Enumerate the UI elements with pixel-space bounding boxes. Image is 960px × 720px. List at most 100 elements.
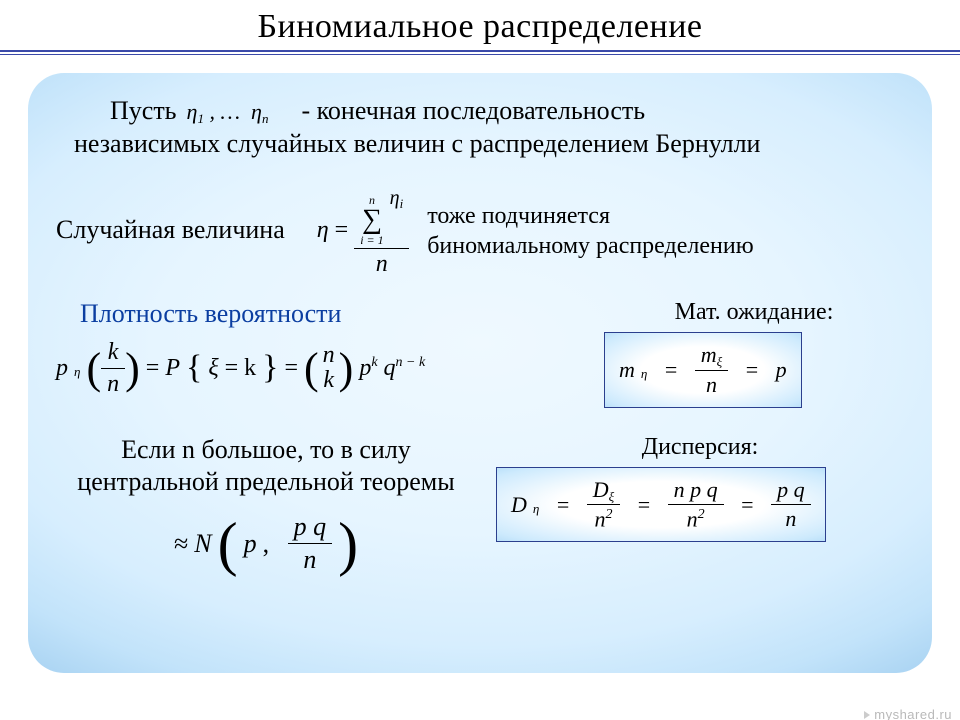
var-f1-den-base: n xyxy=(595,506,606,531)
var-f1-num-sub: ξ xyxy=(609,489,615,504)
lparen-icon: ( xyxy=(86,351,101,386)
dens-eq2: = xyxy=(284,355,298,382)
intro-line-1: Пусть η1 , … ηn - конечная последователь… xyxy=(56,95,904,128)
binom-bot: k xyxy=(323,368,334,393)
clt-var-bar xyxy=(288,543,333,544)
seq-eta1-sub: 1 xyxy=(197,111,204,126)
rv-frac-den: n xyxy=(370,251,394,277)
clt-block: Если n большое, то в силу центральной пр… xyxy=(56,434,476,575)
dens-arg-bar xyxy=(101,368,125,369)
rv-eta: η xyxy=(317,217,329,244)
sum-icon: n ∑ i = 1 xyxy=(360,194,383,246)
exp-frac-bar xyxy=(695,370,728,371)
intro-block: Пусть η1 , … ηn - конечная последователь… xyxy=(56,95,904,160)
exp-num: m xyxy=(701,342,717,367)
density-left: Плотность вероятности pη ( k n ) = P xyxy=(56,299,592,397)
exp-rhs: p xyxy=(776,357,787,383)
binom-rparen-icon: ) xyxy=(339,351,354,386)
dens-pk-base: p xyxy=(359,355,371,381)
var-f1-den-exp: 2 xyxy=(606,507,613,522)
var-f3: p q n xyxy=(771,478,811,531)
rparen-icon: ) xyxy=(125,351,140,386)
rv-rhs2: биномиальному распределению xyxy=(427,231,753,261)
var-f2-den-exp: 2 xyxy=(698,507,705,522)
expectation-block: Мат. ожидание: mη = mξ n = p xyxy=(604,299,904,407)
rule-top xyxy=(0,50,960,52)
dens-arg-den: n xyxy=(101,371,125,397)
watermark-text: myshared.ru xyxy=(874,707,952,720)
rv-rhs: тоже подчиняется биномиальному распредел… xyxy=(427,201,753,261)
clt-N: N xyxy=(194,529,211,559)
rv-eq: = xyxy=(335,217,349,244)
dens-q-exp: n − k xyxy=(396,355,426,370)
dens-p: p xyxy=(56,355,68,382)
content-panel: Пусть η1 , … ηn - конечная последователь… xyxy=(28,73,932,673)
slide: Биномиальное распределение Пусть η1 , … … xyxy=(0,8,960,720)
dens-q: qn − k xyxy=(384,355,426,382)
exp-num-sub: ξ xyxy=(717,354,723,369)
dens-binom: ( n k ) xyxy=(304,343,353,393)
dens-arg-frac: k n xyxy=(101,339,125,397)
clt-approx: ≈ xyxy=(174,529,188,559)
rv-rhs1: тоже подчиняется xyxy=(427,201,753,231)
binom-stack: n k xyxy=(319,343,339,393)
expectation-label: Мат. ожидание: xyxy=(604,299,904,326)
exp-eq2: = xyxy=(746,357,758,383)
dens-arg: ( k n ) xyxy=(86,339,139,397)
dens-arg-num: k xyxy=(102,339,125,365)
expectation-box: mη = mξ n = p xyxy=(604,332,802,407)
dens-eq1: = xyxy=(146,355,160,382)
density-formula: pη ( k n ) = P { ξ = k } xyxy=(56,339,592,397)
var-eq2: = xyxy=(638,492,650,518)
binom-top: n xyxy=(323,343,335,368)
rbrace-icon: } xyxy=(262,356,278,380)
dens-pk: pk xyxy=(359,355,377,382)
var-eq3: = xyxy=(741,492,753,518)
bottom-section: Если n большое, то в силу центральной пр… xyxy=(56,434,904,575)
dens-P: P xyxy=(165,355,180,382)
clt-line1: Если n большое, то в силу xyxy=(56,434,476,467)
clt-comma: , xyxy=(263,529,270,559)
clt-lparen-icon: ( xyxy=(218,526,238,562)
rule-top-2 xyxy=(0,54,960,55)
var-D-sub: η xyxy=(533,501,539,517)
clt-var-num: p q xyxy=(288,513,333,542)
var-f2-bar xyxy=(668,504,724,505)
var-D: D xyxy=(511,492,527,518)
intro-let: Пусть xyxy=(110,95,177,128)
rv-formula: η = n ∑ i = 1 ηi n xyxy=(317,184,409,277)
rv-frac-bar xyxy=(354,248,409,249)
var-f1: Dξ n2 xyxy=(587,478,620,532)
exp-eq1: = xyxy=(665,357,677,383)
var-f1-den: n2 xyxy=(589,507,619,532)
clt-line2: центральной предельной теоремы xyxy=(56,466,476,499)
var-f2-den-base: n xyxy=(687,506,698,531)
intro-line-2: независимых случайных величин с распреде… xyxy=(56,128,904,161)
rv-label: Случайная величина xyxy=(56,214,285,247)
dens-xi: ξ xyxy=(208,355,218,382)
sum-lower: i = 1 xyxy=(360,234,383,246)
variance-box: Dη = Dξ n2 = n p q xyxy=(496,467,826,543)
rv-frac-num: n ∑ i = 1 ηi xyxy=(354,184,409,246)
var-f3-bar xyxy=(771,504,811,505)
seq-etan-sub: n xyxy=(262,111,269,126)
var-f3-num: p q xyxy=(771,478,811,502)
lbrace-icon: { xyxy=(186,356,202,380)
exp-frac-den: n xyxy=(700,373,723,397)
play-icon xyxy=(864,711,870,719)
exp-m: m xyxy=(619,357,635,383)
density-title: Плотность вероятности xyxy=(56,299,592,329)
var-f3-den: n xyxy=(779,507,802,531)
slide-title: Биномиальное распределение xyxy=(0,8,960,46)
var-f2-den: n2 xyxy=(681,507,711,532)
exp-m-sub: η xyxy=(641,366,647,382)
clt-rparen-icon: ) xyxy=(338,526,358,562)
clt-formula: ≈ N ( p , p q n ) xyxy=(56,513,476,575)
dens-eqk: = k xyxy=(225,355,257,382)
rv-frac: n ∑ i = 1 ηi n xyxy=(354,184,409,277)
sum-term: η xyxy=(390,187,400,209)
clt-var-den: n xyxy=(297,546,322,575)
var-f2: n p q n2 xyxy=(668,478,724,532)
variance-label: Дисперсия: xyxy=(496,434,904,461)
dens-pk-exp: k xyxy=(371,355,377,370)
